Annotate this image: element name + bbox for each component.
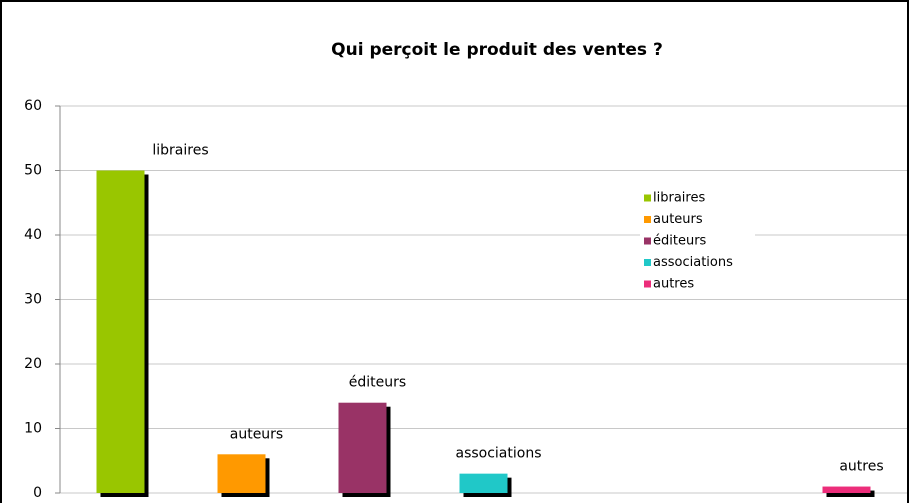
y-tick-label: 60 [24,98,42,114]
legend-swatch [644,237,651,245]
legend-swatch [644,259,651,266]
y-tick-label: 10 [24,421,42,437]
data-label: associations [455,446,541,462]
legend-label: auteurs [653,212,703,227]
bar [217,454,266,493]
y-tick-label: 20 [24,356,42,372]
legend-label: libraires [653,191,705,206]
bar-shadow [826,490,875,497]
legend-box [640,188,755,292]
y-tick-label: 40 [24,227,42,243]
chart-title: Qui perçoit le produit des ventes ? [331,40,663,60]
y-tick-label: 0 [33,485,42,501]
legend-swatch [644,194,651,202]
bar [822,486,871,493]
bar [338,402,387,493]
bar [459,473,508,493]
legend-swatch [644,216,651,223]
legend-label: associations [653,255,733,270]
data-label: éditeurs [349,375,406,391]
data-label: libraires [152,143,208,159]
legend-swatch [644,280,651,288]
legend-label: éditeurs [653,234,707,249]
y-tick-label: 50 [24,163,42,179]
bar [96,170,145,493]
y-tick-label: 30 [24,292,42,308]
legend-label: autres [653,277,694,292]
data-label: autres [839,459,883,475]
data-label: auteurs [230,426,283,442]
